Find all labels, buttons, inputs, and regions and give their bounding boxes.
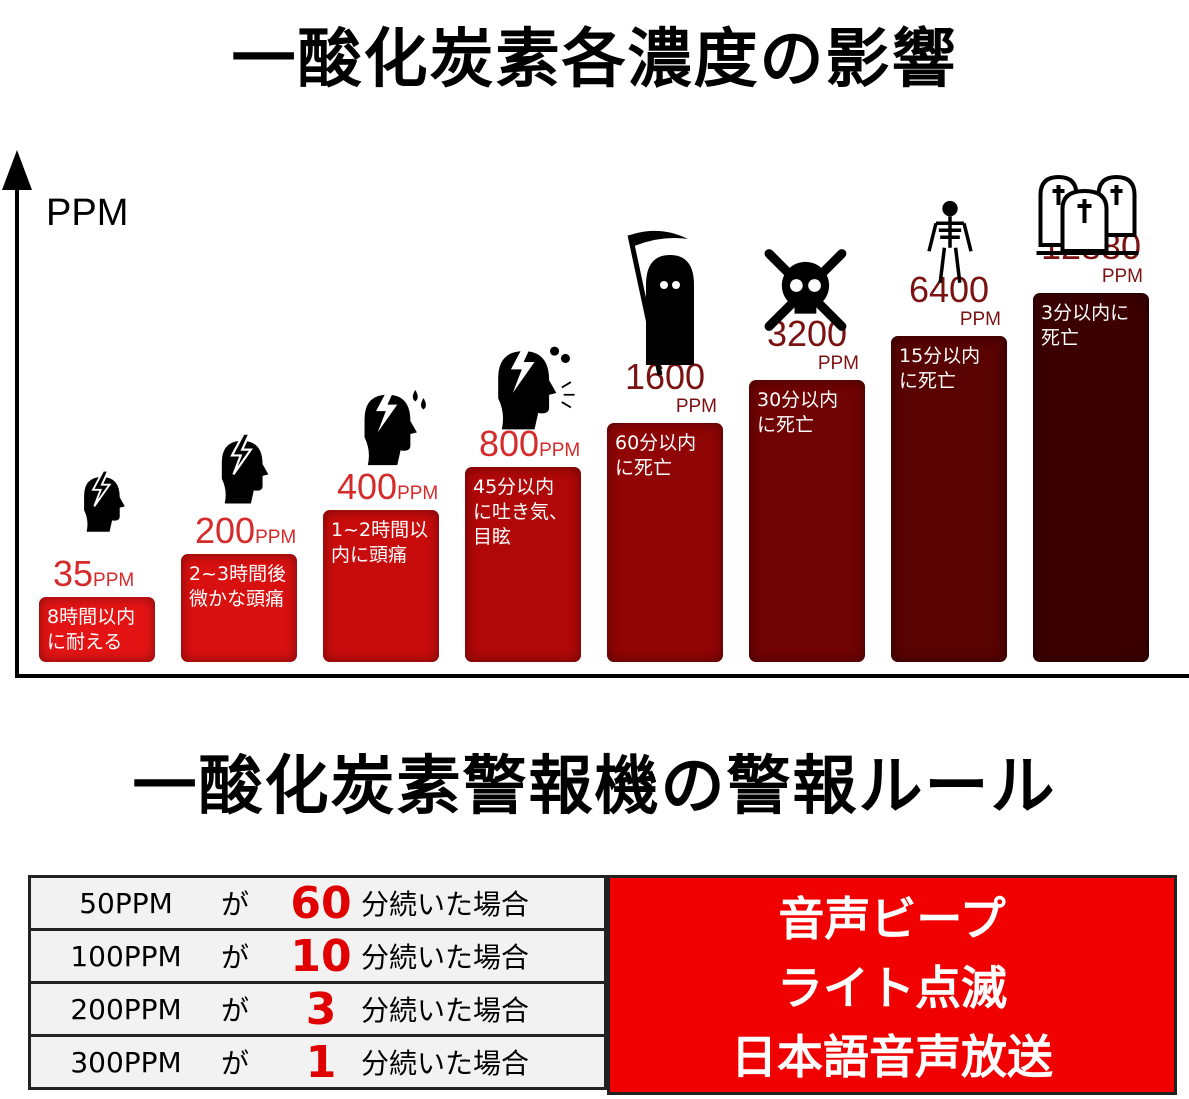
bar-unit-label: PPM xyxy=(93,570,135,591)
bar-column: 45分以内に吐き気、目眩 800PPM xyxy=(465,0,581,662)
bar: 15分以内に死亡 xyxy=(891,336,1007,662)
bar-value: 400PPM xyxy=(337,466,438,508)
rule-ppm: 200PPM xyxy=(70,992,182,1026)
bar-value: 6400 PPM xyxy=(897,270,1001,330)
rule-ppm: 100PPM xyxy=(70,939,182,973)
bar-value-label: 400 xyxy=(337,466,398,507)
rule-minutes: 10 xyxy=(290,930,352,982)
bar-column: 15分以内に死亡 6400 PPM xyxy=(891,0,1007,662)
section-title: 一酸化炭素警報機の警報ルール xyxy=(132,750,1057,824)
bar-value-label: 800 xyxy=(479,422,540,464)
action-beep: 音声ビープ xyxy=(778,892,1006,947)
bar: 2~3時間後微かな頭痛 xyxy=(181,553,297,662)
rule-particle: が xyxy=(221,994,250,1027)
dizzy-head-icon xyxy=(498,342,575,430)
bar-unit-label: PPM xyxy=(817,352,859,374)
rule-row: 200PPM が 3 分続いた場合 xyxy=(28,981,607,1037)
alarm-actions-box: 音声ビープ ライト点滅 日本語音声放送 xyxy=(607,875,1177,1095)
bar-column: 1~2時間以内に頭痛 400PPM xyxy=(323,0,439,662)
headache-head-icon xyxy=(84,469,125,532)
rule-suffix: 分続いた場合 xyxy=(361,888,530,921)
rule-ppm: 300PPM xyxy=(70,1045,182,1079)
rule-ppm: 50PPM xyxy=(79,886,173,920)
rule-row: 50PPM が 60 分続いた場合 xyxy=(28,875,607,931)
bar-value: 800PPM xyxy=(479,423,580,465)
rule-minutes: 60 xyxy=(290,877,352,929)
bar: 8時間以内に耐える xyxy=(39,597,155,662)
bar-value-label: 200 xyxy=(195,509,256,551)
rule-minutes: 3 xyxy=(305,983,337,1035)
bar-column: 30分以内に死亡 3200 PPM xyxy=(749,0,865,662)
rule-cell: 300PPM が 1 分続いた場合 xyxy=(28,1034,607,1090)
bar-value-label: 35 xyxy=(53,553,94,594)
bar-column: 3分以内に死亡12880PPM xyxy=(1033,0,1149,662)
rule-cell: 50PPM が 60 分続いた場合 xyxy=(28,875,607,931)
bar-value: 200PPM xyxy=(195,510,296,552)
headache-sweat-head-icon xyxy=(364,386,426,466)
x-axis xyxy=(15,674,1189,678)
rule-particle: が xyxy=(221,1047,250,1080)
bar-unit-label: PPM xyxy=(959,309,1001,330)
bar-unit-label: PPM xyxy=(397,483,439,504)
skull-crossbones-icon xyxy=(764,249,847,331)
bar-column: 60分以内に死亡 1600 PPM xyxy=(607,0,723,662)
alarm-rules-table: 50PPM が 60 分続いた場合 100PPM が 10 分続いた場合 200PPM が 3 分続い… xyxy=(28,875,607,1090)
bar: 60分以内に死亡 xyxy=(607,423,723,662)
bar: 45分以内に吐き気、目眩 xyxy=(465,466,581,662)
rule-cell: 100PPM が 10 分続いた場合 xyxy=(28,928,607,984)
skeleton-icon xyxy=(927,200,973,283)
rule-row: 300PPM が 1 分続いた場合 xyxy=(28,1034,607,1090)
bar: 1~2時間以内に頭痛 xyxy=(323,510,439,662)
rule-suffix: 分続いた場合 xyxy=(361,994,530,1027)
rule-suffix: 分続いた場合 xyxy=(361,1047,530,1080)
rule-particle: が xyxy=(221,941,250,974)
bar-column: 8時間以内に耐える 35PPM xyxy=(39,0,155,662)
rule-cell: 200PPM が 3 分続いた場合 xyxy=(28,981,607,1037)
y-axis-label: PPM xyxy=(46,192,129,234)
rule-row: 100PPM が 10 分続いた場合 xyxy=(28,928,607,984)
bar-column: 2~3時間後微かな頭痛 200PPM xyxy=(181,0,297,662)
headache-head-icon xyxy=(221,432,269,504)
rule-particle: が xyxy=(221,888,250,921)
y-axis xyxy=(15,175,19,678)
bar-value: 35PPM xyxy=(53,553,134,595)
action-light: ライト点滅 xyxy=(777,960,1007,1015)
page-title: 一酸化炭素各濃度の影響 xyxy=(231,23,958,97)
bar-unit-label: PPM xyxy=(675,396,717,417)
rule-suffix: 分続いた場合 xyxy=(361,941,530,974)
bar: 3分以内に死亡 xyxy=(1033,292,1149,662)
bar-unit-label: PPM xyxy=(539,439,581,461)
bar-unit-label: PPM xyxy=(1101,265,1143,287)
grim-reaper-icon xyxy=(627,230,694,376)
bar-value-label: 6400 xyxy=(908,269,990,310)
bar: 30分以内に死亡 xyxy=(749,379,865,662)
graves-icon xyxy=(1036,174,1139,255)
rule-minutes: 1 xyxy=(305,1036,337,1088)
bar-unit-label: PPM xyxy=(255,526,297,548)
action-voice: 日本語音声放送 xyxy=(731,1029,1053,1084)
